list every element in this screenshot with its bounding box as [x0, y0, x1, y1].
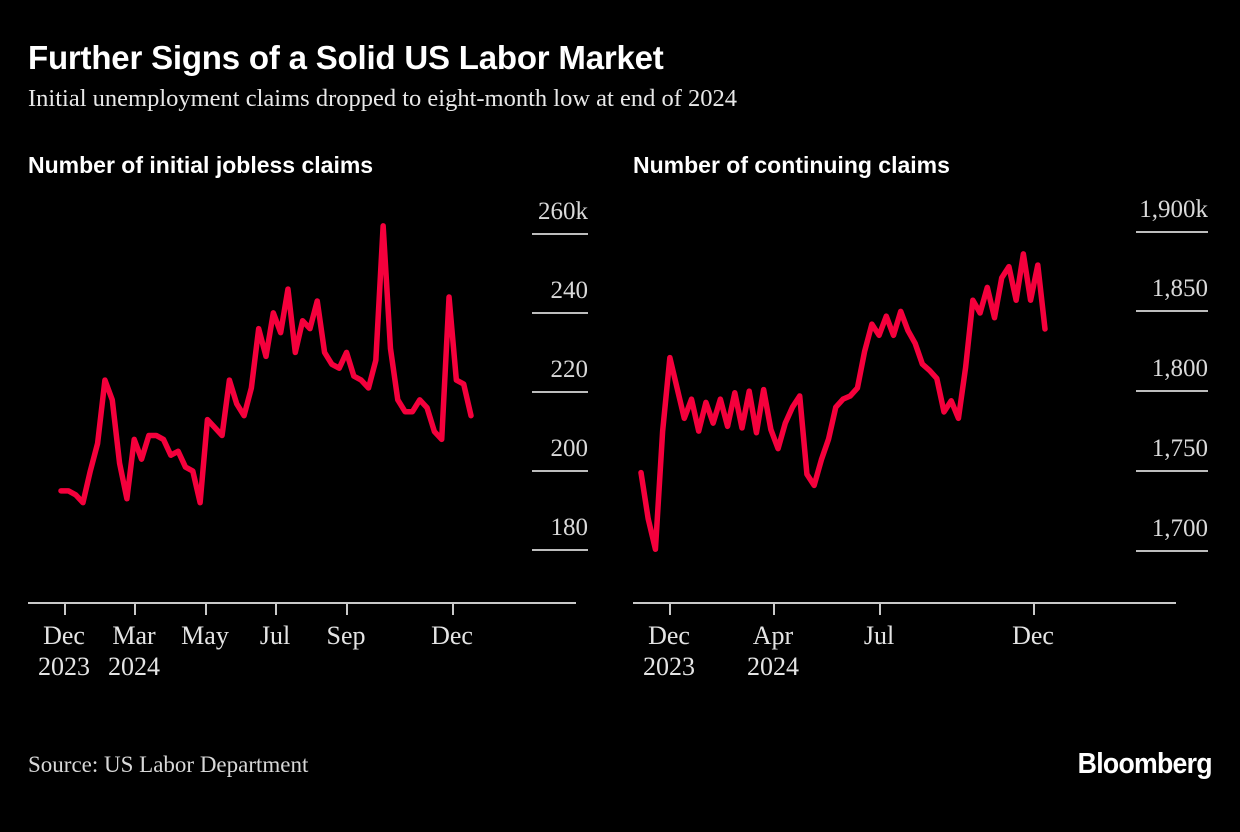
- y-axis-tick: 1,750: [1136, 435, 1208, 473]
- x-axis-tick-label: Apr 2024: [747, 620, 799, 682]
- y-axis-tick-label: 1,900k: [1139, 195, 1208, 223]
- y-axis-tick: 220: [532, 356, 589, 394]
- y-axis-left: 260k 240 220 200 180: [502, 197, 589, 602]
- y-axis-tick-label: 1,850: [1151, 275, 1208, 303]
- y-axis-tick-rule: [1136, 310, 1208, 313]
- source-note: Source: US Labor Department: [28, 752, 309, 777]
- x-axis-month: Mar: [112, 621, 156, 650]
- x-axis-tick-label: Dec 2023: [38, 620, 90, 682]
- x-axis-year: 2024: [747, 652, 799, 681]
- x-axis-month: Jul: [259, 621, 291, 650]
- x-axis-tick-label: Jul: [864, 620, 894, 651]
- y-axis-tick: 1,900k: [1136, 195, 1208, 233]
- x-axis-month: May: [181, 621, 229, 650]
- plot-area-left: 260k 240 220 200 180: [28, 197, 589, 602]
- x-axis-tick-mark: [1033, 604, 1035, 615]
- line-chart-left: [58, 223, 474, 506]
- x-axis-tick-mark: [275, 604, 277, 615]
- x-axis-tick-mark: [134, 604, 136, 615]
- x-axis-tick-label: May: [181, 620, 229, 651]
- x-axis-tick-label: Jul: [260, 620, 290, 651]
- x-axis-tick-label: Mar 2024: [108, 620, 160, 682]
- bloomberg-logo: Bloomberg: [1077, 748, 1213, 780]
- y-axis-tick-rule: [532, 232, 588, 235]
- y-axis-right: 1,900k 1,850 1,800 1,750 1,700: [1088, 196, 1208, 602]
- x-axis-year: 2024: [108, 652, 160, 681]
- x-axis-line-right: [633, 602, 1176, 604]
- y-axis-tick: 1,700: [1136, 514, 1208, 552]
- x-axis-month: Apr: [752, 621, 794, 650]
- panel-initial-jobless-claims: Number of initial jobless claims 260k 240…: [28, 150, 589, 681]
- y-axis-tick-rule: [532, 549, 588, 552]
- x-axis-tick-label: Dec: [1012, 620, 1054, 651]
- x-axis-month: Dec: [648, 621, 690, 650]
- line-chart-right: [638, 251, 1048, 552]
- x-axis-year: 2023: [38, 652, 90, 681]
- x-axis-tick-label: Dec 2023: [643, 620, 695, 682]
- x-axis-year: 2023: [643, 652, 695, 681]
- y-axis-tick-label: 1,700: [1151, 514, 1208, 542]
- y-axis-tick-rule: [532, 470, 588, 473]
- y-axis-tick: 1,850: [1136, 275, 1208, 313]
- x-axis-tick-label: Sep: [327, 620, 366, 651]
- x-axis-tick-mark: [64, 604, 66, 615]
- y-axis-tick: 200: [532, 435, 589, 473]
- y-axis-tick-label: 180: [550, 514, 589, 542]
- panel-continuing-claims: Number of continuing claims 1,900k 1,850 1…: [633, 150, 1208, 681]
- y-axis-tick-rule: [532, 311, 588, 314]
- header: Further Signs of a Solid US Labor Market…: [28, 38, 1218, 115]
- footer: Source: US Labor Department Bloomberg: [28, 748, 1213, 792]
- panel-title-left: Number of initial jobless claims: [28, 152, 374, 178]
- y-axis-tick-label: 200: [550, 435, 589, 463]
- y-axis-tick: 1,800: [1136, 355, 1208, 393]
- x-axis-tick-label: Dec: [431, 620, 473, 651]
- y-axis-tick-label: 260k: [538, 197, 588, 225]
- y-axis-tick-rule: [1136, 470, 1208, 473]
- x-axis-month: Dec: [1012, 621, 1054, 650]
- x-axis-month: Jul: [863, 621, 895, 650]
- x-axis-month: Dec: [43, 621, 85, 650]
- x-axis-tick-mark: [452, 604, 454, 615]
- y-axis-tick-label: 220: [550, 356, 589, 384]
- x-axis-tick-mark: [346, 604, 348, 615]
- y-axis-tick: 180: [532, 514, 589, 552]
- y-axis-tick-rule: [1136, 390, 1208, 393]
- y-axis-tick-label: 1,750: [1151, 435, 1208, 463]
- x-axis-line-left: [28, 602, 576, 604]
- x-axis-month: Dec: [431, 621, 473, 650]
- x-axis-tick-mark: [879, 604, 881, 615]
- series-line: [58, 223, 474, 506]
- panel-title-right: Number of continuing claims: [633, 152, 950, 178]
- y-axis-tick: 240: [532, 276, 589, 314]
- y-axis-tick-rule: [532, 391, 588, 394]
- y-axis-tick-rule: [1136, 549, 1208, 552]
- x-axis-tick-mark: [773, 604, 775, 615]
- x-axis-month: Sep: [326, 621, 366, 650]
- x-axis-tick-mark: [669, 604, 671, 615]
- y-axis-tick-label: 240: [550, 276, 589, 304]
- series-line: [638, 251, 1048, 552]
- x-axis-tick-mark: [205, 604, 207, 615]
- y-axis-tick-rule: [1136, 230, 1208, 233]
- y-axis-tick: 260k: [532, 197, 588, 235]
- page-title: Further Signs of a Solid US Labor Market: [28, 39, 664, 76]
- page-subtitle: Initial unemployment claims dropped to e…: [28, 85, 738, 112]
- plot-area-right: 1,900k 1,850 1,800 1,750 1,700: [633, 196, 1208, 602]
- y-axis-tick-label: 1,800: [1151, 355, 1208, 383]
